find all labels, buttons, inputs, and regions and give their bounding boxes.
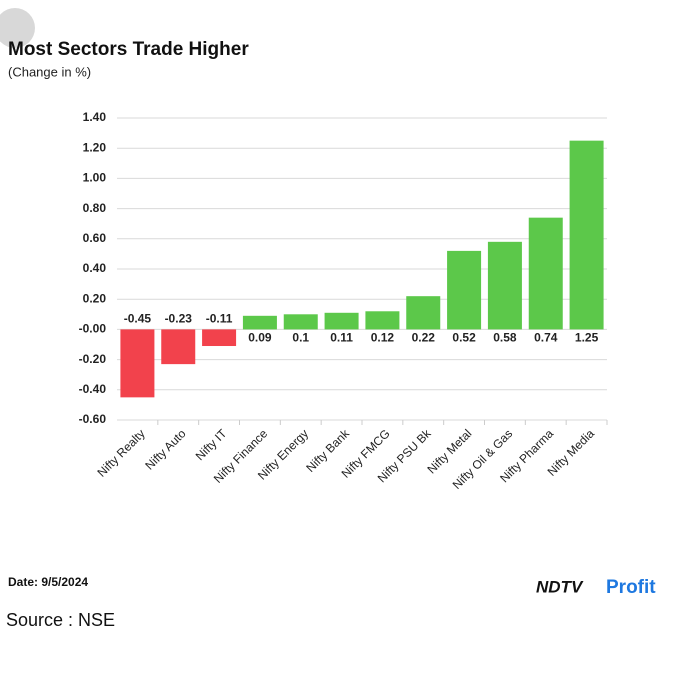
y-tick-label: 0.20 (83, 291, 107, 305)
data-label: -0.45 (124, 312, 152, 326)
plot-area: -0.60 -0.40 -0.20 -0.00 0.20 0.40 0.60 0.80 1.00… (79, 110, 608, 492)
data-label: 0.12 (371, 331, 395, 345)
data-label: 0.52 (452, 331, 476, 345)
y-tick-label: 0.80 (83, 201, 107, 215)
y-tick-label: 1.00 (83, 171, 107, 185)
data-label: 0.58 (493, 331, 517, 345)
bar (283, 314, 318, 330)
data-label: 0.22 (412, 331, 436, 345)
data-label: 0.11 (330, 331, 353, 345)
source: Source : NSE (6, 610, 115, 630)
bar (120, 329, 155, 398)
bar (406, 296, 441, 330)
y-tick-label: -0.00 (79, 322, 107, 336)
brand-logo: NDTV (536, 577, 584, 596)
x-tick-label: Nifty IT (193, 426, 230, 463)
bar (528, 217, 563, 330)
bar (487, 241, 522, 330)
x-tick-label: Nifty Realty (94, 426, 147, 479)
y-tick-label: -0.60 (79, 412, 107, 426)
data-label: 1.25 (575, 331, 599, 345)
y-tick-label: -0.20 (79, 352, 107, 366)
bar (569, 140, 604, 330)
data-label: 0.09 (248, 331, 272, 345)
bar (324, 312, 359, 330)
bar (161, 329, 196, 365)
y-tick-label: 1.40 (83, 110, 107, 124)
bar (202, 329, 237, 347)
bar (242, 315, 277, 330)
data-label: 0.1 (292, 331, 309, 345)
data-label: 0.74 (534, 331, 558, 345)
chart-title: Most Sectors Trade Higher (8, 39, 249, 60)
brand-logo-suffix: Profit (606, 577, 656, 598)
date: Date: 9/5/2024 (8, 575, 88, 589)
y-tick-label: -0.40 (79, 382, 107, 396)
data-label: -0.11 (206, 312, 233, 326)
x-tick-label: Nifty Auto (142, 426, 188, 472)
data-label: -0.23 (165, 312, 193, 326)
bar (447, 250, 482, 330)
y-tick-label: 1.20 (83, 140, 107, 154)
chart-subtitle: (Change in %) (8, 64, 91, 79)
decor-circle (0, 8, 35, 48)
y-tick-label: 0.40 (83, 261, 107, 275)
bar (365, 311, 400, 330)
y-tick-label: 0.60 (83, 231, 107, 245)
